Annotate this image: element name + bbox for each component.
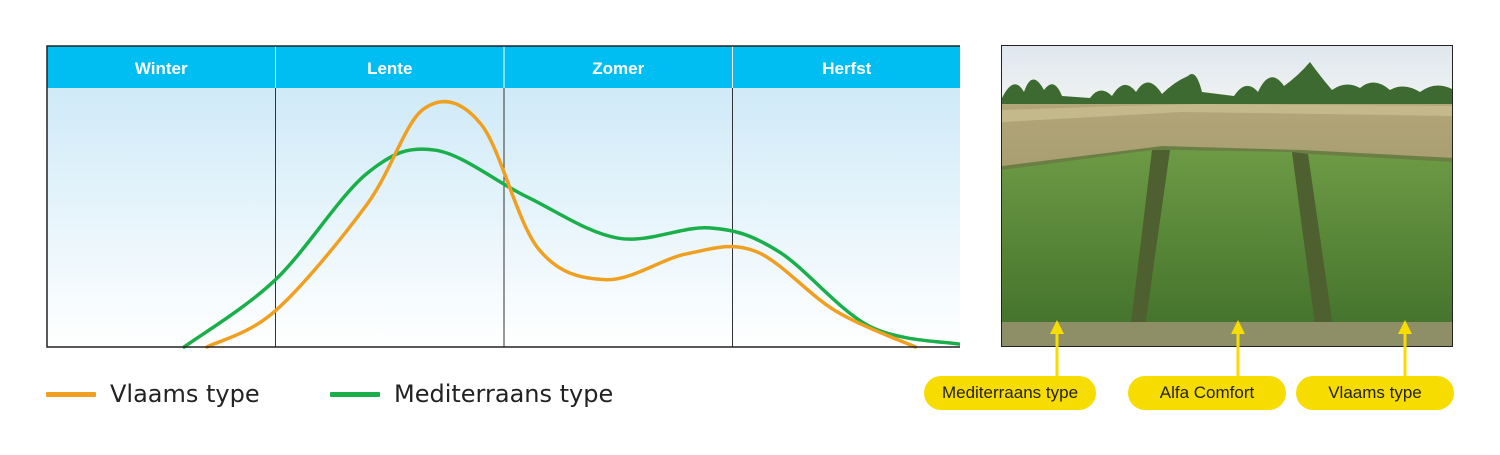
legend-label-mediterraans: Mediterraans type [394,380,614,408]
label-vlaams-type: Vlaams type [1296,376,1454,410]
legend-swatch-vlaams [46,391,96,397]
season-line-chart: Winter Lente Zomer Herfst [46,45,960,349]
season-label-winter: Winter [135,59,188,78]
series-line-vlaams [205,99,918,349]
legend-label-vlaams: Vlaams type [110,380,260,408]
series-line-mediterraans [182,147,960,349]
field-photo [1001,45,1453,347]
season-label-zomer: Zomer [592,59,644,78]
season-label-herfst: Herfst [822,59,871,78]
legend-item-mediterraans: Mediterraans type [330,376,613,412]
season-label-lente: Lente [367,59,412,78]
plot-frame [46,45,960,348]
legend-item-vlaams: Vlaams type [46,376,260,412]
legend-swatch-mediterraans [330,391,380,397]
label-alfa-comfort: Alfa Comfort [1128,376,1286,410]
label-mediterraans-type: Mediterraans type [924,376,1096,410]
